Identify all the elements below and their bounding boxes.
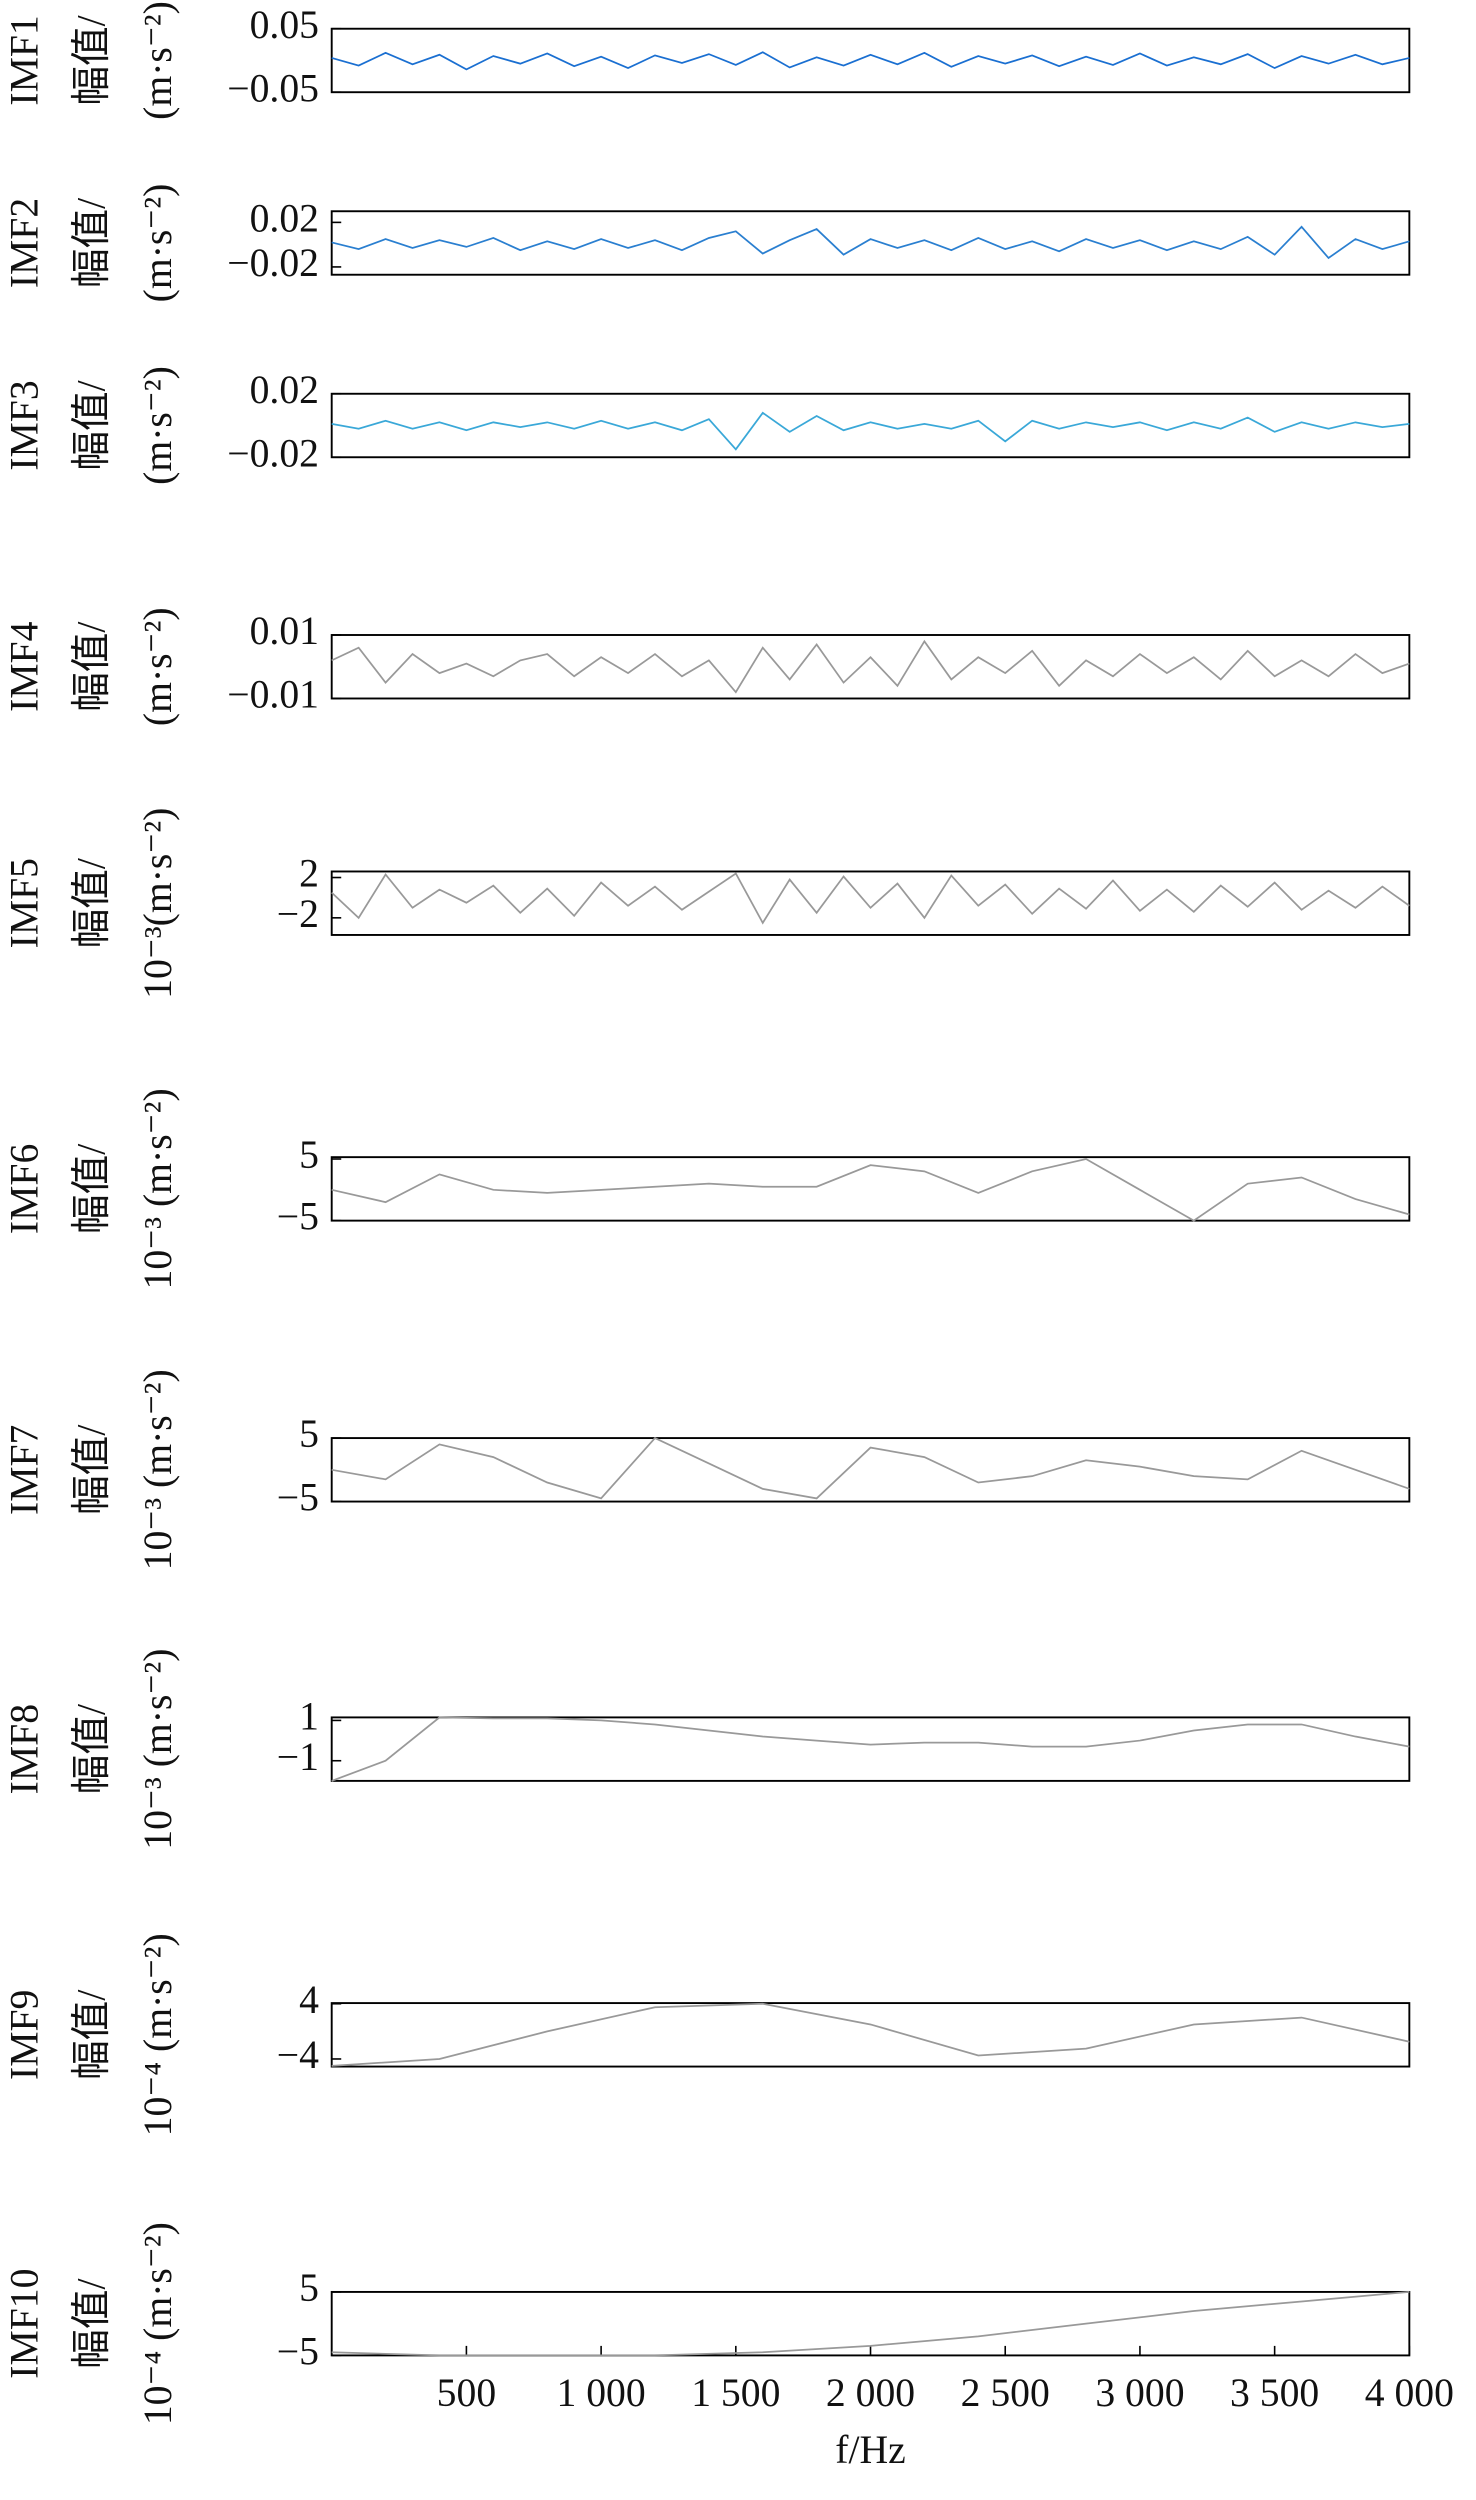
y-axis-label: 幅值/: [69, 1703, 113, 1794]
axes-box: [330, 1156, 1411, 1222]
y-axis-label: IMF3: [3, 380, 47, 470]
subplot: IMF10 幅值/10⁻⁴ (m·s⁻²) 5 −5 500 1 000 1 500 2 00…: [3, 2222, 1454, 2472]
y-axis-label: 幅值/: [69, 379, 113, 470]
y-axis-label: 幅值/: [69, 14, 113, 105]
subplot: IMF9 幅值/10⁻⁴ (m·s⁻²) 4 −4: [3, 1933, 1411, 2136]
y-tick-label: −0.02: [227, 241, 319, 285]
y-tick-label: −0.02: [227, 431, 319, 475]
subplot: IMF3 幅值/ (m·s⁻²) 0.02 −0.02: [3, 366, 1411, 485]
axes-box: [330, 2002, 1411, 2068]
y-axis-label: IMF7: [3, 1425, 47, 1515]
y-axis-label: 幅值/: [69, 2278, 113, 2369]
subplot: IMF4 幅值/ (m·s⁻²) 0.01 −0.01: [3, 607, 1411, 726]
x-tick-label: 4 000: [1365, 2371, 1454, 2415]
y-tick-label: −4: [277, 2033, 319, 2077]
y-axis-label: (m·s⁻²): [136, 1, 180, 120]
y-axis-label: (m·s⁻²): [136, 366, 180, 485]
y-axis-label: IMF1: [3, 15, 47, 105]
signal-line: [331, 639, 1410, 694]
x-tick-label: 2 500: [961, 2371, 1050, 2415]
y-axis-label: 幅值/: [69, 1424, 113, 1515]
axes-box: [330, 634, 1411, 700]
y-axis-label: 10⁻³ (m·s⁻²): [136, 1088, 180, 1289]
axes-box: [330, 27, 1411, 94]
y-tick-label: 0.02: [250, 196, 319, 240]
x-tick-label: 3 500: [1230, 2371, 1319, 2415]
signal-line: [331, 225, 1410, 260]
y-tick-label: 5: [299, 1412, 319, 1456]
x-tick-label: 2 000: [826, 2371, 915, 2415]
y-axis-label: 10⁻³(m·s⁻²): [136, 808, 180, 999]
y-tick-label: −0.05: [227, 66, 319, 110]
y-axis-label: (m·s⁻²): [136, 607, 180, 726]
y-axis-label: 10⁻⁴ (m·s⁻²): [136, 1933, 180, 2136]
axes-box: [330, 392, 1411, 459]
y-tick-label: 1: [299, 1695, 319, 1739]
x-axis-label: f/Hz: [835, 2428, 905, 2472]
signal-line: [331, 1437, 1410, 1500]
y-axis-label: 幅值/: [69, 1989, 113, 2080]
y-tick-label: −1: [277, 1735, 319, 1779]
y-tick-label: 0.01: [250, 609, 319, 653]
subplot: IMF6 幅值/10⁻³ (m·s⁻²) 5 −5: [3, 1088, 1411, 1289]
axes-box: [330, 1716, 1411, 1782]
x-tick-label: 500: [437, 2371, 496, 2415]
signal-line: [331, 1716, 1410, 1782]
signal-line: [331, 872, 1410, 925]
y-axis-label: 幅值/: [69, 1143, 113, 1234]
y-axis-label: 10⁻³ (m·s⁻²): [136, 1649, 180, 1850]
y-tick-label: −5: [277, 2330, 319, 2374]
y-axis-label: 幅值/: [69, 621, 113, 712]
axes-box: [330, 210, 1411, 276]
x-tick-label: 3 000: [1095, 2371, 1184, 2415]
y-axis-label: (m·s⁻²): [136, 184, 180, 303]
y-tick-label: −5: [277, 1195, 319, 1239]
subplot: IMF2 幅值/ (m·s⁻²) 0.02−0.02: [3, 184, 1411, 303]
y-axis-label: IMF10: [3, 2269, 47, 2379]
signal-line: [331, 51, 1410, 71]
y-tick-label: 2: [299, 852, 319, 896]
signal-line: [331, 2291, 1410, 2357]
y-axis-label: IMF6: [3, 1144, 47, 1234]
x-tick-label: 1 500: [691, 2371, 780, 2415]
y-axis-label: IMF2: [3, 198, 47, 288]
y-axis-label: IMF4: [3, 621, 47, 712]
y-tick-label: −0.01: [227, 673, 319, 717]
subplot: IMF7 幅值/10⁻³ (m·s⁻²) 5 −5: [3, 1369, 1411, 1570]
y-tick-label: 5: [299, 2266, 319, 2310]
subplot: IMF8 幅值/10⁻³ (m·s⁻²) 1−1: [3, 1649, 1411, 1850]
axes-box: [330, 870, 1411, 936]
y-axis-label: IMF9: [3, 1990, 47, 2080]
signal-line: [331, 2002, 1410, 2067]
y-axis-label: 幅值/: [69, 197, 113, 288]
x-tick-label: 1 000: [556, 2371, 645, 2415]
signal-line: [331, 411, 1410, 451]
y-axis-label: 10⁻⁴ (m·s⁻²): [136, 2222, 180, 2425]
y-tick-label: 0.05: [250, 3, 319, 47]
y-tick-label: 4: [299, 1978, 319, 2022]
y-tick-label: −5: [277, 1476, 319, 1520]
y-axis-label: IMF5: [3, 858, 47, 948]
y-tick-label: 0.02: [250, 368, 319, 412]
subplot: IMF1 幅值/ (m·s⁻²) 0.05 −0.05: [3, 1, 1411, 120]
y-axis-label: IMF8: [3, 1704, 47, 1794]
subplot: IMF5 幅值/10⁻³(m·s⁻²) 2−2: [3, 808, 1411, 999]
y-axis-label: 10⁻³ (m·s⁻²): [136, 1369, 180, 1570]
y-tick-label: 5: [299, 1133, 319, 1177]
signal-line: [331, 1158, 1410, 1222]
y-axis-label: 幅值/: [69, 857, 113, 948]
y-tick-label: −2: [277, 892, 319, 936]
